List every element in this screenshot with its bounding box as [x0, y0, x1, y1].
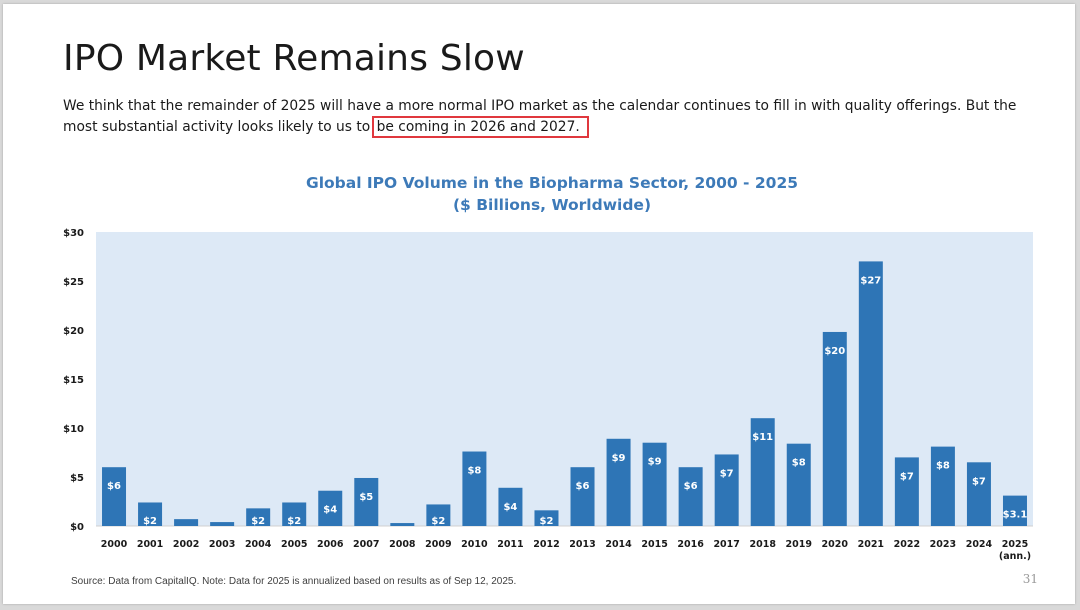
body-text-main: We think that the remainder of 2025 will…	[63, 98, 1017, 135]
bar	[318, 490, 343, 526]
bar	[894, 457, 919, 526]
bar-data-label: $2	[540, 516, 554, 527]
bar	[498, 487, 523, 526]
bar-data-label: $8	[467, 466, 481, 477]
bar	[282, 502, 307, 526]
page-title: IPO Market Remains Slow	[63, 38, 525, 79]
bar	[1002, 495, 1027, 526]
bar-data-label: $2	[143, 516, 157, 527]
bar-data-label: $27	[860, 275, 881, 286]
bar-data-label: $5	[359, 492, 373, 503]
bar-data-label: $3.1	[1003, 510, 1028, 521]
x-tick-label: 2017	[713, 539, 739, 550]
x-tick-label: 2025	[1002, 539, 1028, 550]
chart-title: Global IPO Volume in the Biopharma Secto…	[305, 174, 799, 192]
x-tick-label: 2003	[209, 539, 235, 550]
y-tick-label: $15	[63, 375, 84, 386]
x-tick-label: 2005	[281, 539, 307, 550]
bar	[210, 522, 235, 526]
y-tick-label: $10	[63, 424, 84, 435]
bar	[246, 508, 271, 526]
bar	[462, 451, 487, 526]
x-tick-label: 2001	[137, 539, 163, 550]
bar-data-label: $2	[431, 516, 445, 527]
bar	[174, 519, 199, 526]
bar-data-label: $7	[900, 471, 914, 482]
bar-data-label: $11	[752, 432, 773, 443]
bar	[786, 443, 811, 526]
x-tick-label: 2008	[389, 539, 416, 550]
bar	[606, 438, 631, 526]
x-tick-label: 2000	[101, 539, 128, 550]
x-tick-label: 2023	[930, 539, 956, 550]
source-note: Source: Data from CapitalIQ. Note: Data …	[71, 576, 517, 587]
bar	[354, 477, 379, 526]
page-number: 31	[1022, 572, 1038, 586]
bar	[678, 467, 703, 526]
bar	[426, 504, 451, 526]
bar-data-label: $7	[720, 468, 734, 479]
x-tick-label: 2021	[858, 539, 884, 550]
x-tick-label: 2020	[822, 539, 849, 550]
bar-data-label: $9	[648, 457, 662, 468]
y-tick-label: $25	[63, 277, 84, 288]
bar	[714, 454, 739, 526]
bar-data-label: $8	[792, 458, 806, 469]
x-tick-label: 2010	[461, 539, 488, 550]
bar	[930, 446, 955, 526]
bar-data-label: $4	[503, 502, 517, 513]
highlighted-text: be coming in 2026 and 2027.	[371, 116, 589, 138]
bar	[534, 510, 559, 526]
bar	[750, 418, 775, 526]
y-tick-label: $20	[63, 326, 84, 337]
bar-data-label: $4	[323, 505, 337, 516]
x-tick-label: 2024	[966, 539, 993, 550]
x-tick-label: 2012	[533, 539, 559, 550]
x-tick-label: 2004	[245, 539, 272, 550]
bar-data-label: $2	[287, 516, 301, 527]
bar-data-label: $8	[936, 461, 950, 472]
x-tick-label: 2015	[641, 539, 667, 550]
x-tick-label: 2011	[497, 539, 523, 550]
x-tick-label: 2022	[894, 539, 920, 550]
bar	[570, 467, 595, 526]
bar-data-label: $2	[251, 516, 265, 527]
bar	[138, 502, 163, 526]
bar-data-label: $9	[612, 453, 626, 464]
chart-title-block: Global IPO Volume in the Biopharma Secto…	[0, 172, 1080, 216]
x-tick-label: 2006	[317, 539, 344, 550]
bar	[858, 261, 883, 526]
bar-data-label: $6	[684, 481, 698, 492]
body-paragraph: We think that the remainder of 2025 will…	[63, 96, 1033, 138]
bar-data-label: $20	[824, 346, 845, 357]
bar	[642, 442, 667, 526]
plot-area	[96, 232, 1033, 526]
x-tick-label: 2014	[605, 539, 632, 550]
x-tick-label: (ann.)	[999, 551, 1031, 562]
x-tick-label: 2013	[569, 539, 595, 550]
x-tick-label: 2007	[353, 539, 379, 550]
chart-subtitle: ($ Billions, Worldwide)	[452, 196, 652, 214]
y-tick-label: $0	[70, 522, 84, 533]
x-tick-label: 2002	[173, 539, 199, 550]
y-tick-label: $30	[63, 228, 84, 239]
bar-data-label: $7	[972, 476, 986, 487]
x-tick-label: 2009	[425, 539, 451, 550]
x-tick-label: 2016	[677, 539, 704, 550]
bar-data-label: $6	[576, 481, 590, 492]
x-tick-label: 2018	[749, 539, 776, 550]
x-tick-label: 2019	[786, 539, 812, 550]
bar	[966, 462, 991, 526]
y-tick-label: $5	[70, 473, 84, 484]
bar	[822, 331, 847, 526]
bar	[390, 523, 415, 526]
bar-data-label: $6	[107, 481, 121, 492]
bar	[102, 467, 127, 526]
